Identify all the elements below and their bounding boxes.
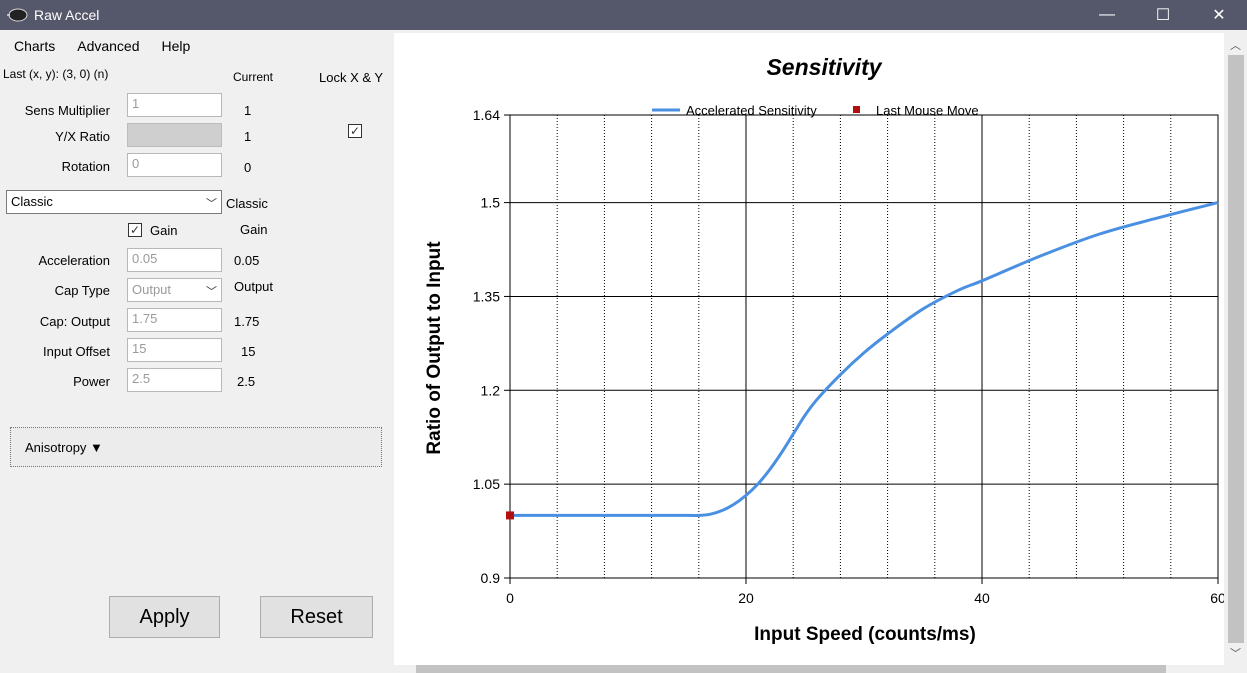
cap-output-current: 1.75 bbox=[234, 314, 260, 329]
chart-area: Sensitivity Accelerated Sensitivity Last… bbox=[394, 33, 1226, 665]
menu-charts[interactable]: Charts bbox=[14, 38, 56, 54]
vertical-scroll-thumb[interactable] bbox=[1228, 55, 1244, 643]
legend-accelerated-sensitivity: Accelerated Sensitivity bbox=[686, 103, 817, 118]
chart-legend: Accelerated Sensitivity Last Mouse Move bbox=[652, 103, 979, 118]
sens-multiplier-current: 1 bbox=[244, 103, 252, 118]
acceleration-label: Acceleration bbox=[38, 253, 110, 268]
x-tick-label: 60 bbox=[1210, 590, 1224, 606]
maximize-button[interactable]: ☐ bbox=[1155, 7, 1171, 24]
cap-output-input[interactable]: 1.75 bbox=[127, 308, 222, 332]
chevron-down-icon: ﹀ bbox=[206, 198, 217, 210]
window-title: Raw Accel bbox=[34, 7, 100, 23]
plot-frame bbox=[509, 114, 1219, 579]
legend-last-mouse-move: Last Mouse Move bbox=[876, 103, 979, 118]
rotation-current: 0 bbox=[244, 160, 252, 175]
apply-button[interactable]: Apply bbox=[109, 596, 220, 638]
chart-title: Sensitivity bbox=[766, 54, 882, 80]
menu-help[interactable]: Help bbox=[161, 38, 191, 54]
y-tick-label: 1.35 bbox=[473, 288, 500, 304]
horizontal-scroll-thumb[interactable] bbox=[416, 665, 1166, 673]
x-tick-label: 20 bbox=[738, 590, 754, 606]
anisotropy-toggle[interactable]: Anisotropy ▼ bbox=[25, 440, 103, 455]
menu-advanced[interactable]: Advanced bbox=[77, 38, 140, 54]
anisotropy-group[interactable]: Anisotropy ▼ bbox=[10, 427, 382, 467]
cap-type-current: Output bbox=[234, 279, 274, 294]
x-axis-label: Input Speed (counts/ms) bbox=[754, 624, 976, 645]
acceleration-input[interactable]: 0.05 bbox=[127, 248, 222, 272]
scrollbar-corner bbox=[1224, 665, 1247, 673]
series-line-accelerated-sensitivity bbox=[510, 201, 1219, 518]
accel-mode-current: Classic bbox=[226, 196, 268, 211]
input-offset-input[interactable]: 15 bbox=[127, 338, 222, 362]
accel-mode-value: Classic bbox=[11, 194, 53, 209]
yx-ratio-input bbox=[127, 123, 222, 147]
power-input[interactable]: 2.5 bbox=[127, 368, 222, 392]
input-offset-current: 15 bbox=[241, 344, 256, 359]
acceleration-current: 0.05 bbox=[234, 253, 260, 268]
horizontal-scrollbar[interactable] bbox=[394, 665, 1224, 673]
cap-type-select[interactable]: Output ﹀ bbox=[127, 278, 222, 302]
close-button[interactable]: ✕ bbox=[1212, 7, 1226, 24]
y-tick-label: 1.05 bbox=[473, 476, 500, 492]
yx-ratio-current: 1 bbox=[244, 129, 252, 144]
vertical-scrollbar[interactable]: ︿ ﹀ bbox=[1224, 33, 1247, 665]
last-move-readout: Last (x, y): (3, 0) (n) bbox=[3, 67, 109, 81]
power-label: Power bbox=[73, 374, 110, 389]
cap-type-label: Cap Type bbox=[54, 283, 110, 298]
title-bar: Raw Accel — ☐ ✕ bbox=[0, 0, 1247, 30]
menu-bar: Charts Advanced Help bbox=[0, 33, 394, 59]
y-tick-label: 0.9 bbox=[481, 570, 501, 586]
y-tick-label: 1.64 bbox=[473, 107, 500, 123]
y-tick-label: 1.2 bbox=[481, 382, 501, 398]
chevron-down-icon: ﹀ bbox=[206, 286, 217, 298]
rotation-input[interactable]: 0 bbox=[127, 153, 222, 177]
rotation-label: Rotation bbox=[61, 159, 110, 174]
x-tick-label: 0 bbox=[506, 590, 514, 606]
settings-panel: Last (x, y): (3, 0) (n) Current Lock X &… bbox=[0, 60, 394, 673]
x-tick-label: 40 bbox=[974, 590, 990, 606]
y-axis-label: Ratio of Output to Input bbox=[424, 241, 445, 455]
lock-xy-checkbox[interactable]: ✓ bbox=[348, 124, 362, 138]
reset-button[interactable]: Reset bbox=[260, 596, 373, 638]
minimize-button[interactable]: — bbox=[1099, 6, 1115, 23]
y-tick-label: 1.5 bbox=[481, 195, 501, 211]
cap-type-value: Output bbox=[132, 282, 172, 297]
accel-mode-select[interactable]: Classic ﹀ bbox=[6, 190, 222, 214]
gain-checkbox[interactable]: ✓ bbox=[128, 223, 142, 237]
lock-xy-header: Lock X & Y bbox=[319, 70, 384, 85]
sens-multiplier-input[interactable]: 1 bbox=[127, 93, 222, 117]
input-offset-label: Input Offset bbox=[43, 344, 110, 359]
cap-output-label: Cap: Output bbox=[39, 314, 110, 329]
gain-label: Gain bbox=[150, 223, 178, 238]
sensitivity-chart: Sensitivity Accelerated Sensitivity Last… bbox=[424, 54, 1226, 645]
power-current: 2.5 bbox=[237, 374, 256, 389]
sens-multiplier-label: Sens Multiplier bbox=[24, 103, 110, 118]
mouse-icon bbox=[7, 8, 28, 22]
yx-ratio-label: Y/X Ratio bbox=[55, 129, 110, 144]
scroll-down-icon[interactable]: ﹀ bbox=[1230, 648, 1241, 660]
last-mouse-move-point bbox=[506, 511, 514, 520]
current-header: Current bbox=[233, 70, 274, 84]
scroll-up-icon[interactable]: ︿ bbox=[1230, 40, 1241, 52]
gain-current: Gain bbox=[240, 222, 268, 237]
